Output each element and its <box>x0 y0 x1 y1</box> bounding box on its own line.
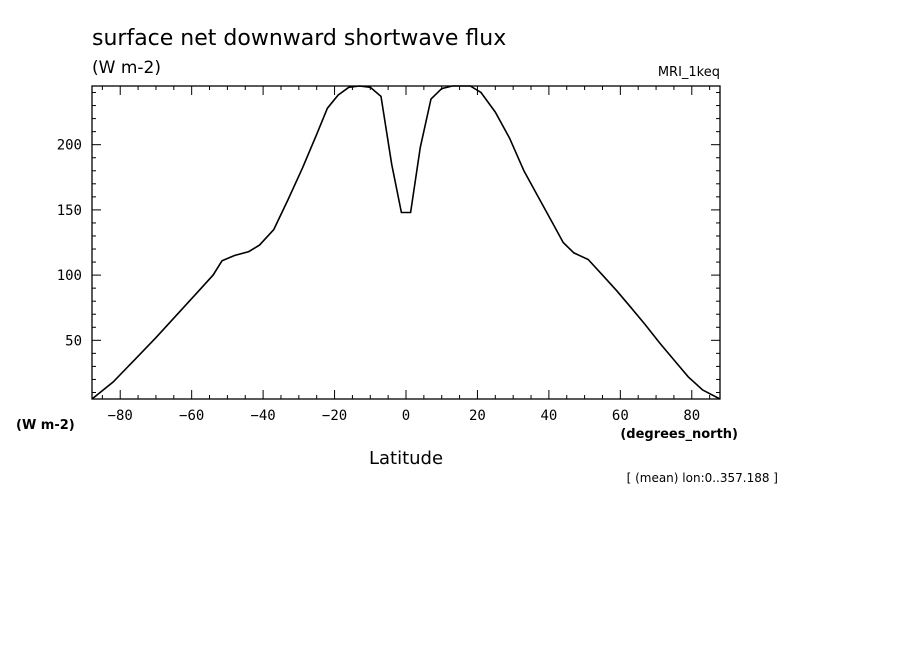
model-label: MRI_1keq <box>658 65 720 80</box>
y-tick-label: 50 <box>65 333 82 349</box>
x-tick-labels: −80 −60 −40 −20 0 20 40 60 80 <box>108 408 701 424</box>
x-tick-label: 80 <box>683 408 700 424</box>
series-line <box>91 85 721 400</box>
axis-ticks <box>92 86 720 399</box>
y-tick-label: 200 <box>57 138 82 154</box>
x-tick-label: 60 <box>612 408 629 424</box>
x-tick-label: −40 <box>250 408 275 424</box>
plot-frame <box>91 85 721 400</box>
x-axis-units: (degrees_north) <box>620 427 738 442</box>
x-tick-label: −80 <box>108 408 133 424</box>
chart-units: (W m-2) <box>92 58 161 78</box>
x-tick-label: 40 <box>540 408 557 424</box>
y-axis-units: (W m-2) <box>16 418 75 433</box>
y-tick-label: 100 <box>57 268 82 284</box>
x-tick-label: −20 <box>322 408 347 424</box>
x-tick-label: 20 <box>469 408 486 424</box>
y-tick-labels: 50 100 150 200 <box>57 138 82 350</box>
x-tick-label: 0 <box>402 408 410 424</box>
x-axis-label: Latitude <box>369 448 443 469</box>
y-tick-label: 150 <box>57 203 82 219</box>
chart-title: surface net downward shortwave flux <box>92 26 506 51</box>
footnote: [ (mean) lon:0..357.188 ] <box>627 471 778 485</box>
x-tick-label: −60 <box>179 408 204 424</box>
